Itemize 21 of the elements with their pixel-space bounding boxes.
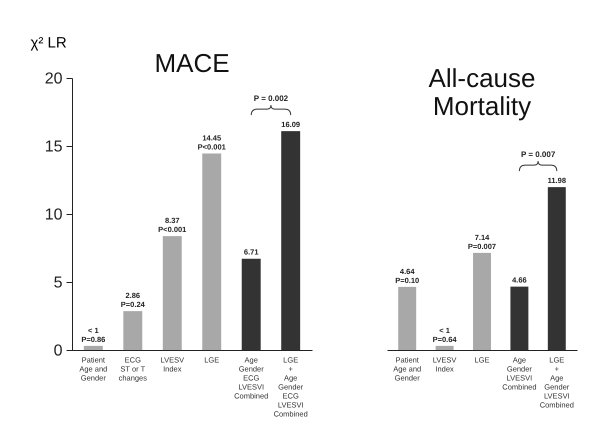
annotation: P = 0.002 xyxy=(254,94,289,104)
y-tick-label: 5 xyxy=(54,274,63,292)
bar xyxy=(548,187,566,350)
bar xyxy=(123,311,142,350)
y-tick-label: 10 xyxy=(44,206,63,224)
bar xyxy=(162,236,182,350)
chart-title: MACE xyxy=(154,48,230,78)
annotation: P = 0.007 xyxy=(520,150,556,160)
bar xyxy=(281,131,300,350)
bar xyxy=(473,252,491,350)
bar xyxy=(398,286,416,350)
y-tick-label: 15 xyxy=(44,138,63,156)
bar xyxy=(84,346,103,350)
bar xyxy=(510,286,528,350)
y-tick-label: 0 xyxy=(54,342,63,360)
bar xyxy=(242,258,261,350)
y-tick-label: 20 xyxy=(44,70,63,88)
bar xyxy=(202,153,222,350)
y-axis-title: χ² LR xyxy=(30,34,67,52)
chart-title: All-cause Mortality xyxy=(428,63,536,121)
bar xyxy=(436,346,454,350)
